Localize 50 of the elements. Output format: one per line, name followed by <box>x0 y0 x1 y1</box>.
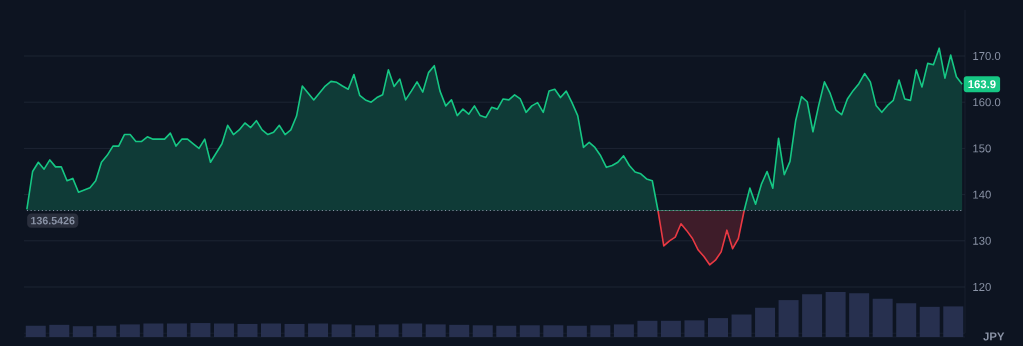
bar <box>496 325 517 337</box>
bar <box>708 318 728 337</box>
bar <box>49 324 70 337</box>
bar <box>472 325 493 337</box>
bar <box>543 325 564 337</box>
bar <box>731 314 752 337</box>
bar <box>825 292 846 337</box>
bar <box>190 323 211 337</box>
y-tick-label: 150 <box>973 144 991 153</box>
ref-line-label: 136.5426 <box>31 216 75 225</box>
bar <box>425 324 446 337</box>
bar <box>166 323 187 337</box>
bar <box>261 323 282 337</box>
bar <box>919 306 940 337</box>
y-axis-title: JPY <box>983 332 1005 341</box>
bar <box>566 325 587 337</box>
bar <box>519 325 540 337</box>
y-tick-label: 160.0 <box>973 98 1001 107</box>
bar <box>590 325 611 337</box>
bar <box>637 320 658 337</box>
bar <box>331 324 352 337</box>
bar <box>449 324 470 337</box>
bar <box>943 306 964 337</box>
line-series <box>657 209 745 266</box>
bar <box>872 298 893 337</box>
bar <box>25 325 46 337</box>
bar <box>308 323 329 337</box>
bar <box>213 323 234 337</box>
bar <box>119 324 140 337</box>
bar <box>849 293 870 337</box>
bar <box>143 323 164 337</box>
bar <box>237 323 258 337</box>
bar <box>755 307 776 337</box>
y-tick-label: 140 <box>973 190 991 199</box>
bar <box>402 323 423 337</box>
bar <box>355 325 376 337</box>
bar <box>802 294 823 337</box>
text: 163.9 <box>968 80 996 89</box>
bar <box>284 323 305 337</box>
bar <box>72 326 93 337</box>
y-tick-label: 130 <box>973 236 991 245</box>
bar <box>96 325 117 337</box>
bar <box>378 324 399 337</box>
bar <box>778 300 799 337</box>
bar <box>896 303 917 337</box>
bar <box>613 324 634 337</box>
bar <box>660 320 681 337</box>
y-tick-label: 120 <box>973 283 991 292</box>
y-tick-label: 170.0 <box>973 52 1001 60</box>
bar <box>684 320 705 337</box>
